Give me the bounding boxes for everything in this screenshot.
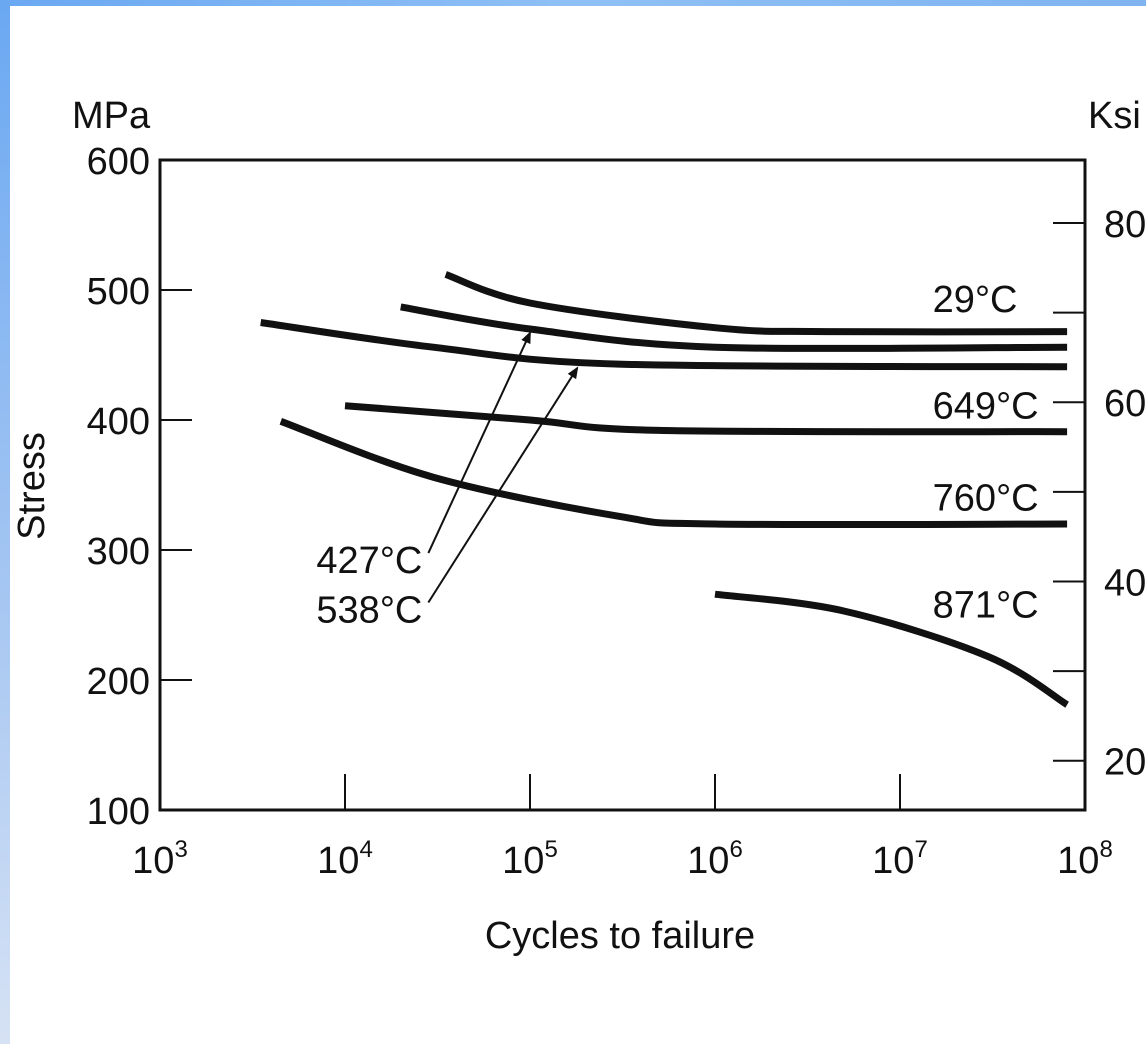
y-right-tick-label: 60 <box>1104 383 1146 425</box>
series-649c-curve <box>344 402 1068 436</box>
y-right-tick-label: 40 <box>1104 562 1146 604</box>
series-538c-curve <box>260 319 1068 371</box>
x-tick-label: 108 <box>1057 836 1113 882</box>
series-label-427c: 427°C <box>316 540 422 582</box>
series-29c-curve <box>444 271 1068 336</box>
y-left-tick-label: 300 <box>87 531 150 573</box>
series-760c-curve <box>279 418 1068 529</box>
y-left-tick-label: 500 <box>87 271 150 313</box>
x-tick-label: 105 <box>502 836 558 882</box>
series-label-538c: 538°C <box>316 590 422 632</box>
x-tick-label: 107 <box>872 836 928 882</box>
y-left-tick-label: 100 <box>87 791 150 833</box>
series-label-29c: 29°C <box>933 279 1018 321</box>
window-top-border <box>0 0 1146 6</box>
x-tick-label: 103 <box>132 836 188 882</box>
plot-frame <box>158 158 1087 812</box>
y-left-tick-label: 200 <box>87 661 150 703</box>
left-unit-label: MPa <box>72 95 151 137</box>
series-427c-curve <box>400 303 1068 353</box>
leader-arrow-427c <box>427 331 531 554</box>
x-tick-label: 106 <box>687 836 743 882</box>
right-unit-label: Ksi <box>1088 95 1141 137</box>
y-axis-title: Stress <box>11 432 53 540</box>
y-right-tick-label: 20 <box>1104 742 1146 784</box>
window-left-border <box>0 0 10 1044</box>
y-left-tick-label: 600 <box>87 141 150 183</box>
series-label-871c: 871°C <box>933 584 1039 626</box>
x-axis-title: Cycles to failure <box>485 915 755 957</box>
series-label-649c: 649°C <box>933 385 1039 427</box>
y-right-tick-label: 80 <box>1104 204 1146 246</box>
x-tick-label: 104 <box>317 836 373 882</box>
y-left-tick-label: 400 <box>87 401 150 443</box>
series-871c-curve <box>714 590 1069 708</box>
series-label-760c: 760°C <box>933 478 1039 520</box>
leader-arrow-538c <box>427 366 579 604</box>
